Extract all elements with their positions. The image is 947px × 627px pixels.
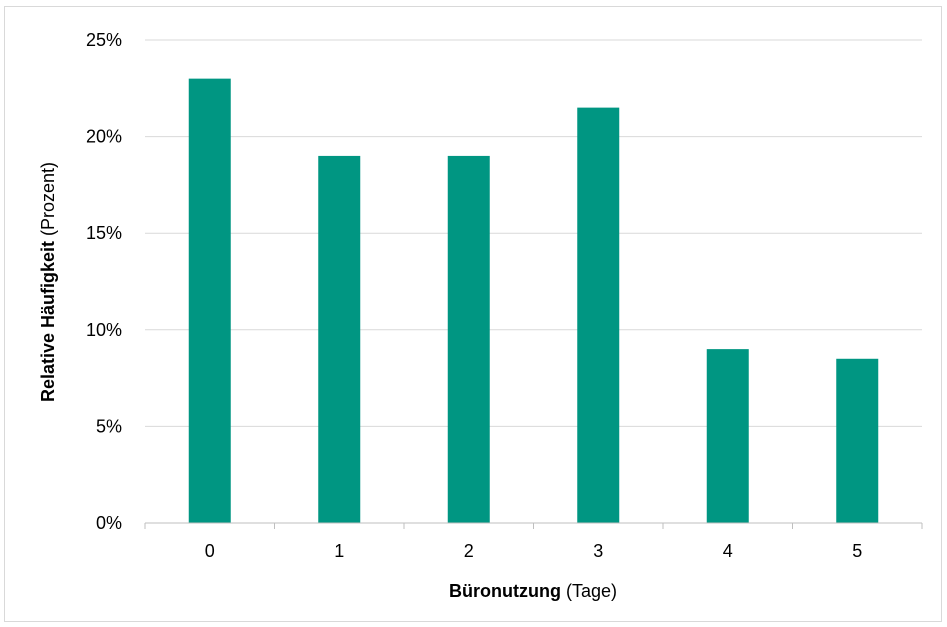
bar bbox=[447, 155, 490, 524]
bar bbox=[577, 107, 620, 524]
x-axis-title: Büronutzung (Tage) bbox=[449, 581, 617, 601]
x-tick-label: 0 bbox=[205, 541, 215, 561]
x-tick-label: 2 bbox=[464, 541, 474, 561]
bars bbox=[188, 78, 879, 524]
gridlines bbox=[145, 39, 922, 427]
y-tick-labels: 0% 5% 10% 15% 20% 25% bbox=[86, 30, 122, 533]
bar bbox=[836, 358, 879, 523]
x-tick-labels: 0 1 2 3 4 5 bbox=[205, 541, 863, 561]
y-tick-label: 10% bbox=[86, 320, 122, 340]
y-tick-label: 0% bbox=[96, 513, 122, 533]
y-tick-label: 25% bbox=[86, 30, 122, 50]
x-axis-title-unit: (Tage) bbox=[561, 581, 617, 601]
y-tick-label: 20% bbox=[86, 127, 122, 147]
y-axis-title-bold: Relative Häufigkeit bbox=[38, 241, 58, 402]
x-tick-label: 3 bbox=[593, 541, 603, 561]
x-tick-label: 4 bbox=[723, 541, 733, 561]
y-axis-title: Relative Häufigkeit (Prozent) bbox=[38, 162, 58, 402]
y-tick-label: 5% bbox=[96, 416, 122, 436]
y-tick-label: 15% bbox=[86, 223, 122, 243]
x-tick-label: 5 bbox=[852, 541, 862, 561]
bar bbox=[706, 349, 749, 523]
bar bbox=[318, 155, 361, 524]
x-tick-label: 1 bbox=[334, 541, 344, 561]
bar bbox=[188, 78, 231, 523]
x-axis bbox=[144, 522, 923, 529]
y-axis-title-unit: (Prozent) bbox=[38, 162, 58, 241]
x-axis-title-bold: Büronutzung bbox=[449, 581, 561, 601]
